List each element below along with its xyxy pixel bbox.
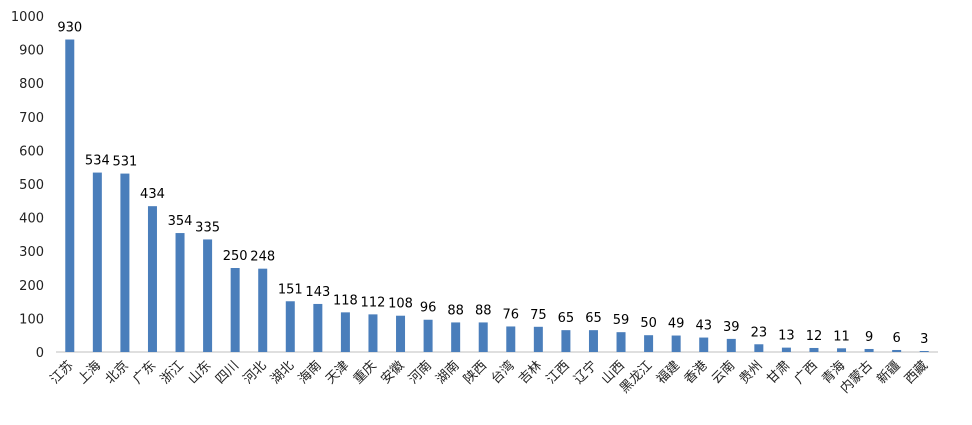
data-label: 88 xyxy=(447,303,464,318)
data-label: 96 xyxy=(420,301,437,316)
y-tick-label: 100 xyxy=(19,312,44,327)
bar xyxy=(699,337,709,352)
data-label: 6 xyxy=(893,331,901,346)
y-tick-label: 200 xyxy=(19,279,44,294)
data-label: 3 xyxy=(920,332,928,347)
y-tick-label: 700 xyxy=(19,111,44,126)
data-label: 930 xyxy=(57,21,82,36)
bar xyxy=(451,322,461,352)
data-label: 75 xyxy=(530,308,547,323)
bar xyxy=(506,326,516,352)
data-label: 49 xyxy=(668,317,685,332)
data-label: 250 xyxy=(223,249,248,264)
data-label: 12 xyxy=(806,329,823,344)
data-label: 118 xyxy=(333,293,358,308)
data-label: 50 xyxy=(640,316,657,331)
bar xyxy=(340,312,350,352)
y-axis: 0 100 200 300 400 500 600 700 800 900 1000 xyxy=(11,10,44,361)
data-label: 39 xyxy=(723,320,740,335)
data-label: 354 xyxy=(168,214,193,229)
bar xyxy=(644,335,654,352)
bar xyxy=(65,39,75,353)
data-label: 151 xyxy=(278,282,303,297)
bar xyxy=(230,268,240,352)
bar xyxy=(781,347,791,352)
data-label: 534 xyxy=(85,154,110,169)
y-tick-label: 400 xyxy=(19,212,44,227)
bar xyxy=(588,330,598,352)
bar xyxy=(313,303,323,352)
data-label: 9 xyxy=(865,330,873,345)
bar xyxy=(561,330,571,352)
bar xyxy=(533,326,543,352)
bar xyxy=(809,347,819,352)
data-label: 23 xyxy=(751,325,768,340)
data-label: 13 xyxy=(778,329,795,344)
data-label: 59 xyxy=(613,313,630,328)
y-tick-label: 1000 xyxy=(11,10,44,25)
bar xyxy=(120,173,130,352)
y-tick-label: 500 xyxy=(19,178,44,193)
bar xyxy=(175,233,185,352)
y-tick-label: 600 xyxy=(19,144,44,159)
data-label: 531 xyxy=(112,155,137,170)
bar xyxy=(368,314,378,352)
bar xyxy=(396,315,406,352)
bar xyxy=(892,349,902,352)
bar xyxy=(285,301,295,352)
data-label: 65 xyxy=(558,311,575,326)
bar xyxy=(616,332,626,352)
data-label: 88 xyxy=(475,303,492,318)
bars-group xyxy=(65,39,929,353)
y-tick-label: 800 xyxy=(19,77,44,92)
data-label: 248 xyxy=(250,250,275,265)
y-tick-label: 900 xyxy=(19,44,44,59)
data-label: 108 xyxy=(388,297,413,312)
bar xyxy=(726,338,736,352)
bar xyxy=(147,206,157,352)
bar xyxy=(258,268,268,352)
bar xyxy=(864,348,874,352)
data-label: 112 xyxy=(361,295,386,310)
data-label: 434 xyxy=(140,187,165,202)
bar xyxy=(203,239,213,352)
y-tick-label: 300 xyxy=(19,245,44,260)
bar xyxy=(754,344,764,352)
data-label: 65 xyxy=(585,311,602,326)
data-label: 43 xyxy=(695,319,712,334)
y-tick-label: 0 xyxy=(36,346,44,361)
bar xyxy=(919,350,929,352)
data-label: 143 xyxy=(305,285,330,300)
data-label: 76 xyxy=(503,307,520,322)
bar xyxy=(92,172,102,352)
data-label: 335 xyxy=(195,220,220,235)
bar xyxy=(671,335,681,352)
bar xyxy=(837,348,847,352)
bar xyxy=(478,322,488,352)
bar xyxy=(423,319,433,352)
data-label: 11 xyxy=(833,329,850,344)
